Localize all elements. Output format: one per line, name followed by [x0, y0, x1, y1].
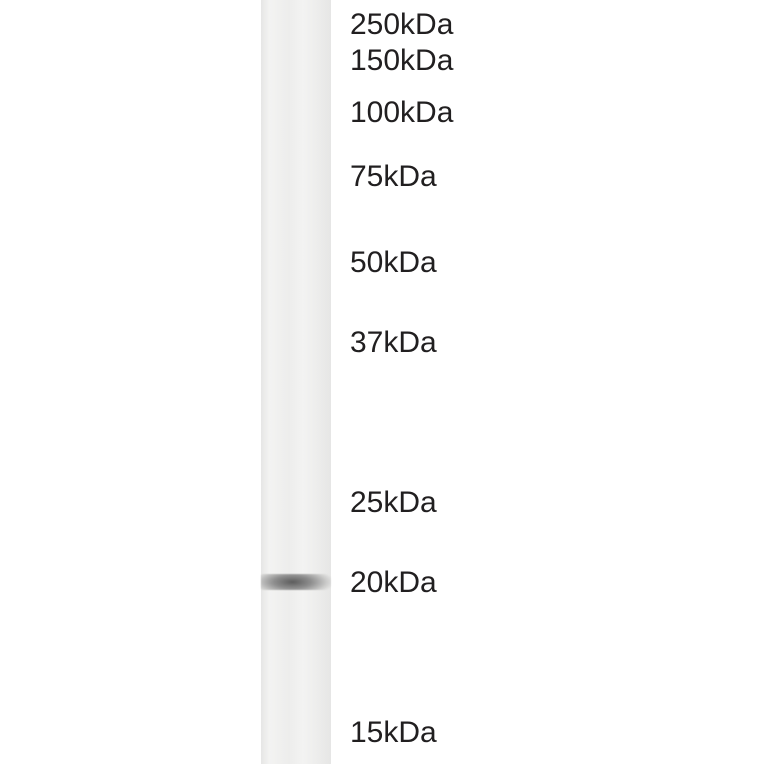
mw-label-25: 25kDa: [350, 486, 437, 520]
protein-band: [261, 574, 331, 590]
mw-label-150: 150kDa: [350, 44, 453, 78]
mw-label-50: 50kDa: [350, 246, 437, 280]
mw-label-37: 37kDa: [350, 326, 437, 360]
mw-label-15: 15kDa: [350, 716, 437, 750]
mw-label-20: 20kDa: [350, 566, 437, 600]
gel-lane: [261, 0, 331, 764]
mw-label-250: 250kDa: [350, 8, 453, 42]
mw-label-100: 100kDa: [350, 96, 453, 130]
mw-label-75: 75kDa: [350, 160, 437, 194]
